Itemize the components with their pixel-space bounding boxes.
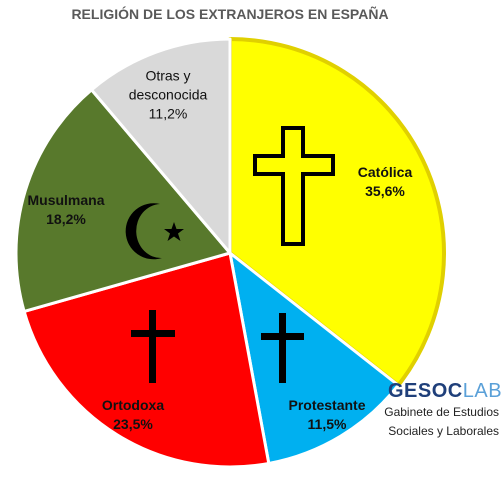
star [164,222,184,241]
slices [14,37,446,469]
logo: GESOCLAB Gabinete de Estudios Sociales y… [384,380,503,441]
slice-label: Musulmana 18,2% [27,191,104,229]
orthodox-cross [131,310,175,383]
slice [14,88,232,313]
protestant-cross [261,313,304,383]
slice-label: Protestante 11,5% [288,396,365,434]
slice [22,251,271,469]
catholic-cross [253,126,335,246]
slice-label: Ortodoxa 23,5% [102,396,164,434]
crescent [125,203,162,260]
logo-line: Sociales y Laborales [388,424,499,438]
slice [228,251,400,465]
logo-part: GESOC [388,380,463,402]
logo-line: Gabinete de Estudios [384,405,499,419]
value-label: 23,5% [113,416,153,432]
category-label: Ortodoxa [101,397,165,413]
logo-part: LAB [462,380,503,402]
category-label: Católica [357,164,413,180]
slice [90,37,232,255]
category-label: Protestante [288,397,366,413]
value-label: 35,6% [365,183,405,199]
value-label: 11,2% [148,105,188,122]
slice-label: Otras y desconocida 11,2% [116,67,220,124]
category-label: Otras y desconocida [128,67,208,103]
chart-title: RELIGIÓN DE LOS EXTRANJEROS EN ESPAÑA [71,6,389,22]
slice-label: Católica 35,6% [358,163,412,201]
value-label: 18,2% [46,211,86,227]
category-label: Musulmana [27,192,105,208]
value-label: 11,5% [307,416,347,432]
slice [228,37,446,388]
logo-title: GESOCLAB [384,380,503,403]
icons [125,126,335,383]
